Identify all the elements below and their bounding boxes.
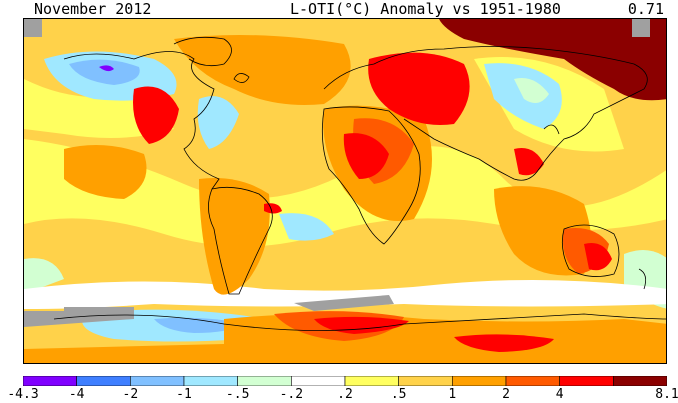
legend-tick-label: .5 xyxy=(390,387,407,402)
legend-tick-label: .2 xyxy=(337,387,353,402)
legend-swatch xyxy=(130,376,185,386)
legend-swatch xyxy=(23,376,77,386)
anomaly-region xyxy=(314,316,409,334)
missing-data-cell xyxy=(294,295,394,311)
anomaly-region xyxy=(24,280,666,309)
anomaly-region xyxy=(199,178,270,295)
legend-swatch xyxy=(76,376,131,386)
anomaly-region xyxy=(343,133,389,179)
anomaly-region xyxy=(133,86,179,144)
legend-swatch xyxy=(452,376,507,386)
anomaly-region xyxy=(264,203,282,214)
legend-tick-label: 1 xyxy=(448,387,457,402)
legend-tick-label: -4.3 xyxy=(7,387,39,402)
legend-swatch xyxy=(183,376,238,386)
anomaly-region xyxy=(439,19,666,101)
legend-swatch xyxy=(344,376,399,386)
date-label: November 2012 xyxy=(34,0,152,18)
missing-data-cell xyxy=(24,19,42,37)
legend-tick-label: -.2 xyxy=(279,387,304,402)
legend-swatch xyxy=(291,376,346,386)
anomaly-region xyxy=(197,96,239,149)
missing-data-cell xyxy=(632,19,650,37)
anomaly-region xyxy=(174,35,351,105)
legend-tick-label: 4 xyxy=(555,387,564,402)
anomaly-region xyxy=(24,258,64,294)
anomaly-region xyxy=(24,344,224,363)
legend-tick-label: -1 xyxy=(176,387,192,402)
legend-swatch xyxy=(559,376,614,386)
anomaly-region xyxy=(69,59,140,85)
anomaly-region xyxy=(514,148,544,176)
color-scale-legend xyxy=(23,376,667,386)
legend-tick-label: -.5 xyxy=(225,387,250,402)
legend-swatch xyxy=(237,376,292,386)
legend-tick-label: 8.1 xyxy=(655,387,678,402)
legend-tick-label: -2 xyxy=(122,387,139,402)
coastlines xyxy=(53,36,666,331)
map-title: L-OTI(°C) Anomaly vs 1951-1980 xyxy=(290,0,561,18)
anomaly-region xyxy=(279,213,334,241)
anomaly-region xyxy=(584,243,612,271)
legend-swatch xyxy=(398,376,453,386)
anomaly-map xyxy=(23,18,667,364)
anomaly-region xyxy=(514,78,549,103)
anomaly-region xyxy=(454,334,554,352)
legend-tick-label: -4 xyxy=(68,387,85,402)
anomaly-region xyxy=(99,65,114,72)
anomaly-region xyxy=(64,145,147,199)
legend-swatch xyxy=(505,376,560,386)
legend-swatch xyxy=(613,376,667,386)
global-mean-value: 0.71 xyxy=(627,0,664,18)
anomaly-region xyxy=(368,52,470,125)
anomaly-region xyxy=(154,317,244,333)
legend-tick-label: 2 xyxy=(502,387,510,402)
